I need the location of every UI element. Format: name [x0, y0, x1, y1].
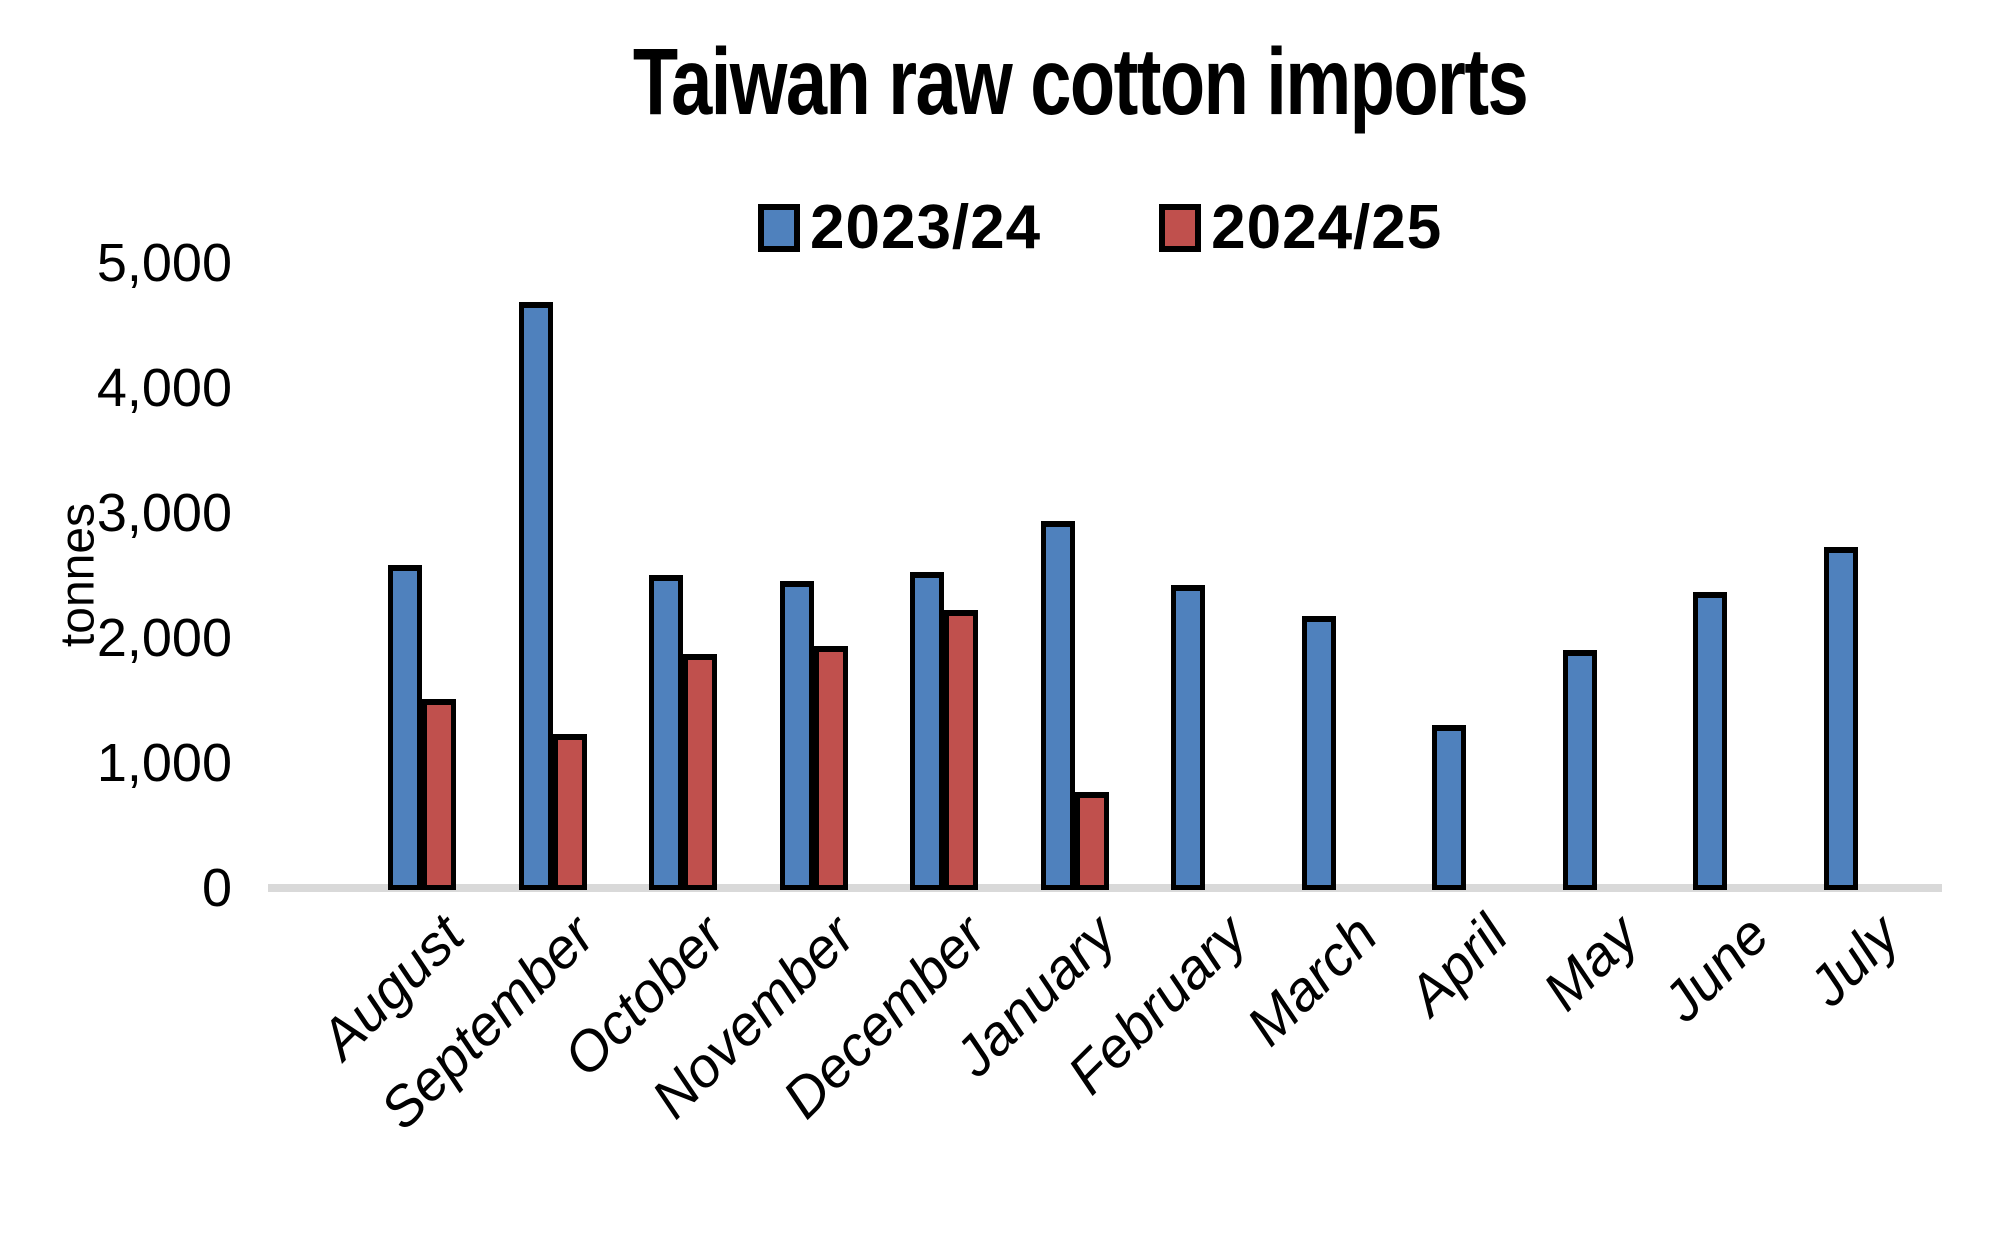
bar-november-2023-24	[780, 581, 814, 890]
legend-item-2023-24: 2023/24	[758, 192, 1041, 263]
x-label-july: July	[1795, 902, 1911, 1018]
bar-october-2024-25	[683, 654, 717, 890]
bar-march-2023-24	[1302, 616, 1336, 890]
chart-title: Taiwan raw cotton imports	[632, 29, 1529, 135]
y-tick-0: 0	[201, 858, 232, 918]
legend-item-2024-25: 2024/25	[1159, 192, 1442, 263]
bar-august-2023-24	[388, 565, 422, 890]
x-label-april: April	[1395, 902, 1520, 1027]
x-label-march: March	[1234, 902, 1389, 1058]
y-tick-5000: 5,000	[96, 233, 232, 293]
bar-july-2023-24	[1824, 547, 1858, 890]
bar-november-2024-25	[814, 646, 848, 890]
chart-legend: 2023/24 2024/25	[758, 192, 1442, 263]
bar-january-2024-25	[1075, 792, 1109, 890]
bar-october-2023-24	[649, 575, 683, 890]
y-tick-2000: 2,000	[96, 608, 232, 668]
bar-september-2023-24	[519, 302, 553, 890]
y-tick-1000: 1,000	[96, 733, 232, 793]
bar-april-2023-24	[1432, 725, 1466, 890]
bar-january-2023-24	[1041, 521, 1075, 890]
bar-december-2023-24	[910, 572, 944, 890]
bar-september-2024-25	[553, 734, 587, 890]
x-label-may: May	[1530, 902, 1650, 1023]
bar-february-2023-24	[1171, 585, 1205, 890]
legend-label-2024-25: 2024/25	[1211, 193, 1443, 262]
x-label-june: June	[1649, 902, 1781, 1034]
bar-december-2024-25	[944, 610, 978, 890]
bar-may-2023-24	[1563, 650, 1597, 890]
legend-label-2023-24: 2023/24	[810, 193, 1042, 262]
legend-swatch-red-icon	[1159, 203, 1202, 252]
y-tick-4000: 4,000	[96, 358, 232, 418]
legend-swatch-blue-icon	[758, 203, 800, 252]
y-tick-3000: 3,000	[96, 483, 232, 543]
bar-august-2024-25	[422, 699, 456, 890]
bar-june-2023-24	[1693, 592, 1727, 890]
